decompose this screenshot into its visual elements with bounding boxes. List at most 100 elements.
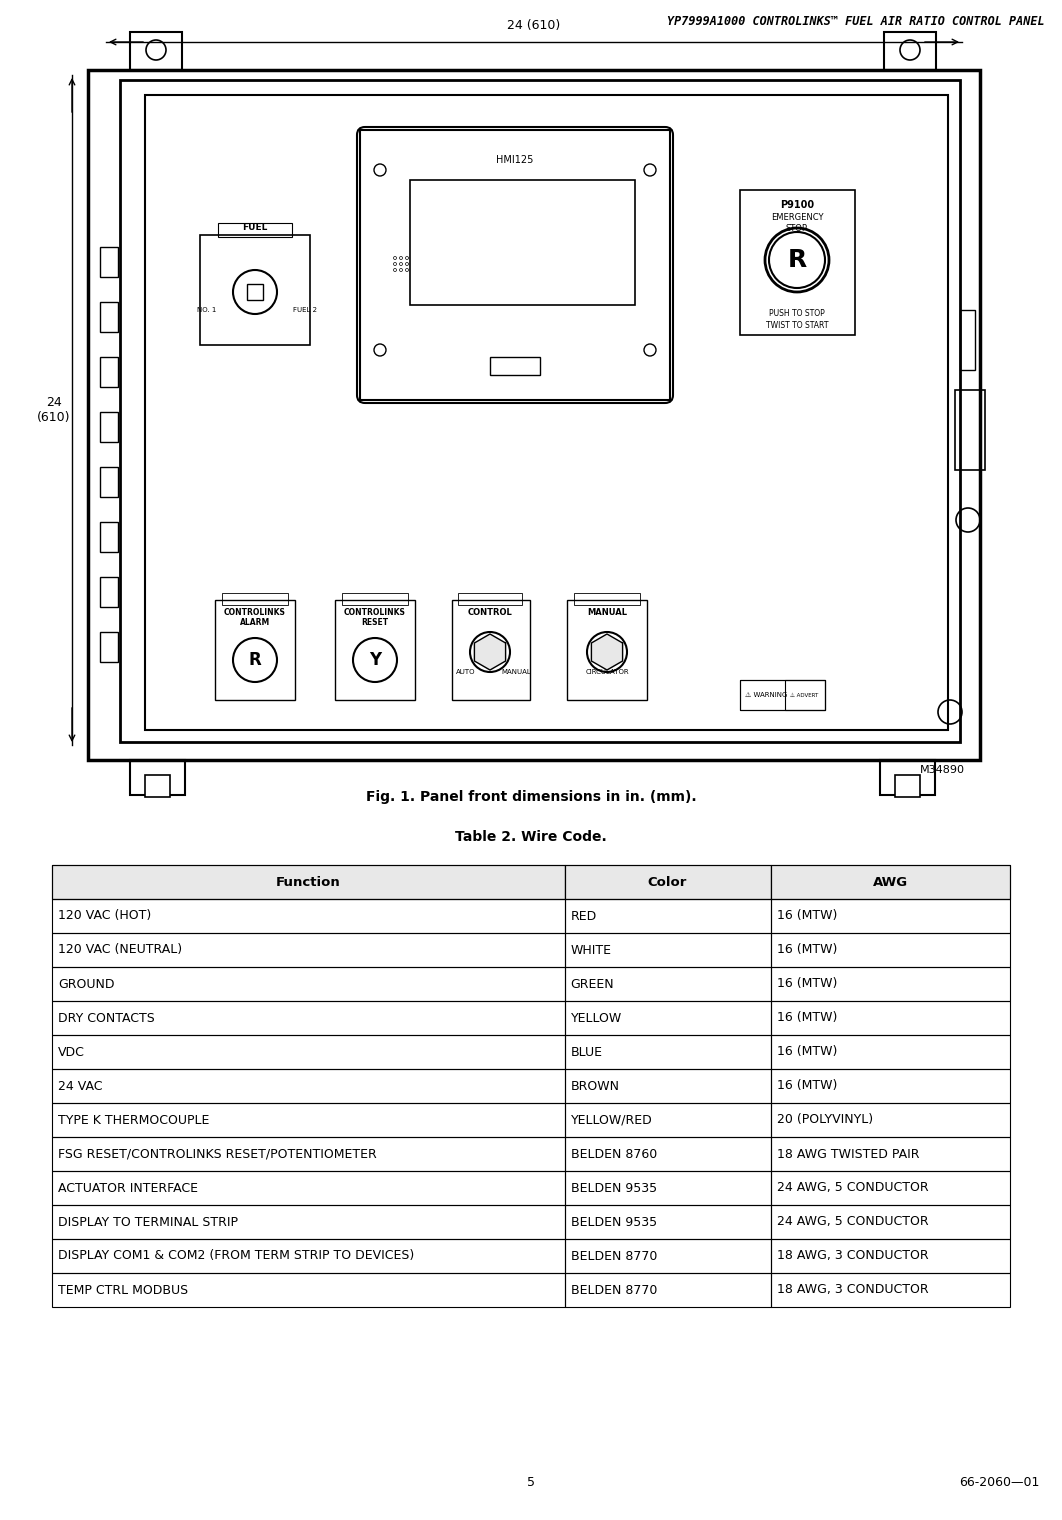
Bar bbox=[895, 775, 920, 796]
Text: MANUAL: MANUAL bbox=[501, 669, 531, 675]
Bar bbox=[52, 933, 565, 967]
Text: CONTROLINKS: CONTROLINKS bbox=[344, 608, 406, 617]
Bar bbox=[565, 1104, 771, 1137]
Bar bbox=[565, 1069, 771, 1104]
Bar bbox=[771, 898, 1010, 933]
Bar bbox=[771, 967, 1010, 1002]
Text: 16 (MTW): 16 (MTW) bbox=[776, 1011, 837, 1024]
Bar bbox=[565, 865, 771, 898]
Bar bbox=[145, 94, 948, 730]
Bar bbox=[565, 898, 771, 933]
Bar bbox=[100, 521, 118, 552]
Bar bbox=[771, 1069, 1010, 1104]
Text: 18 AWG, 3 CONDUCTOR: 18 AWG, 3 CONDUCTOR bbox=[776, 1249, 928, 1263]
Text: AWG: AWG bbox=[873, 876, 908, 889]
Bar bbox=[740, 190, 855, 334]
Bar bbox=[52, 1137, 565, 1170]
Text: RESET: RESET bbox=[361, 619, 389, 626]
Text: VDC: VDC bbox=[58, 1046, 85, 1058]
Bar bbox=[458, 593, 523, 605]
Bar bbox=[771, 1035, 1010, 1069]
Bar bbox=[52, 865, 565, 898]
Bar bbox=[52, 898, 565, 933]
Bar bbox=[360, 131, 670, 400]
Text: FSG RESET/CONTROLINKS RESET/POTENTIOMETER: FSG RESET/CONTROLINKS RESET/POTENTIOMETE… bbox=[58, 1148, 377, 1160]
Bar bbox=[771, 1137, 1010, 1170]
Text: 16 (MTW): 16 (MTW) bbox=[776, 977, 837, 991]
Text: TEMP CTRL MODBUS: TEMP CTRL MODBUS bbox=[58, 1283, 188, 1297]
Bar bbox=[567, 600, 647, 701]
Text: 16 (MTW): 16 (MTW) bbox=[776, 909, 837, 923]
Bar bbox=[120, 81, 960, 742]
Bar bbox=[52, 1239, 565, 1274]
Text: BELDEN 8760: BELDEN 8760 bbox=[570, 1148, 656, 1160]
Bar bbox=[100, 632, 118, 663]
Bar bbox=[52, 865, 565, 898]
Bar bbox=[771, 1205, 1010, 1239]
Text: 24 VAC: 24 VAC bbox=[58, 1079, 103, 1093]
Bar bbox=[490, 357, 539, 375]
Text: Color: Color bbox=[648, 876, 687, 889]
Bar bbox=[565, 1035, 771, 1069]
Text: Function: Function bbox=[276, 876, 341, 889]
Bar bbox=[565, 1205, 771, 1239]
Text: EMERGENCY: EMERGENCY bbox=[771, 213, 823, 222]
Bar bbox=[215, 600, 295, 701]
Text: R: R bbox=[787, 248, 807, 272]
Text: BELDEN 9535: BELDEN 9535 bbox=[570, 1216, 656, 1228]
Bar bbox=[200, 236, 310, 345]
Bar bbox=[247, 284, 263, 299]
Text: WHITE: WHITE bbox=[570, 944, 612, 956]
Bar bbox=[565, 1137, 771, 1170]
Bar bbox=[222, 593, 288, 605]
Polygon shape bbox=[475, 634, 506, 670]
Bar bbox=[100, 467, 118, 497]
Text: NO. 1: NO. 1 bbox=[198, 307, 217, 313]
Bar bbox=[565, 865, 771, 898]
Text: MANUAL: MANUAL bbox=[587, 608, 627, 617]
Bar bbox=[880, 760, 935, 795]
Text: YP7999A1000 CONTROLINKS™ FUEL AIR RATIO CONTROL PANEL: YP7999A1000 CONTROLINKS™ FUEL AIR RATIO … bbox=[667, 15, 1045, 27]
Bar bbox=[771, 1239, 1010, 1274]
Bar bbox=[771, 1170, 1010, 1205]
Text: GROUND: GROUND bbox=[58, 977, 115, 991]
Bar bbox=[52, 967, 565, 1002]
Text: ⚠ ADVERT: ⚠ ADVERT bbox=[790, 693, 818, 698]
Text: RED: RED bbox=[570, 909, 597, 923]
Bar bbox=[771, 933, 1010, 967]
Text: 18 AWG, 3 CONDUCTOR: 18 AWG, 3 CONDUCTOR bbox=[776, 1283, 928, 1297]
Text: P9100: P9100 bbox=[780, 201, 815, 210]
Text: CONTROL: CONTROL bbox=[467, 608, 512, 617]
Text: DISPLAY COM1 & COM2 (FROM TERM STRIP TO DEVICES): DISPLAY COM1 & COM2 (FROM TERM STRIP TO … bbox=[58, 1249, 414, 1263]
Bar bbox=[100, 246, 118, 277]
Bar bbox=[771, 865, 1010, 898]
Text: 20 (POLYVINYL): 20 (POLYVINYL) bbox=[776, 1114, 873, 1126]
Bar bbox=[565, 967, 771, 1002]
Bar bbox=[52, 1274, 565, 1307]
Bar bbox=[52, 1170, 565, 1205]
Bar bbox=[771, 1104, 1010, 1137]
Text: STOP: STOP bbox=[786, 223, 808, 233]
Text: BELDEN 8770: BELDEN 8770 bbox=[570, 1249, 657, 1263]
Text: BELDEN 8770: BELDEN 8770 bbox=[570, 1283, 657, 1297]
Bar bbox=[410, 179, 635, 306]
Text: BELDEN 9535: BELDEN 9535 bbox=[570, 1181, 656, 1195]
Text: 24 AWG, 5 CONDUCTOR: 24 AWG, 5 CONDUCTOR bbox=[776, 1181, 928, 1195]
Text: 16 (MTW): 16 (MTW) bbox=[776, 1046, 837, 1058]
Bar bbox=[955, 391, 984, 470]
Bar bbox=[565, 1239, 771, 1274]
Text: PUSH TO STOP: PUSH TO STOP bbox=[769, 309, 825, 318]
Bar bbox=[740, 679, 825, 710]
Text: BLUE: BLUE bbox=[570, 1046, 602, 1058]
Text: ⚠ WARNING: ⚠ WARNING bbox=[746, 692, 787, 698]
Text: 16 (MTW): 16 (MTW) bbox=[776, 1079, 837, 1093]
Bar bbox=[565, 1170, 771, 1205]
Bar bbox=[52, 1104, 565, 1137]
Bar bbox=[100, 578, 118, 606]
Bar bbox=[960, 310, 975, 369]
Text: 24 AWG, 5 CONDUCTOR: 24 AWG, 5 CONDUCTOR bbox=[776, 1216, 928, 1228]
Text: ACTUATOR INTERFACE: ACTUATOR INTERFACE bbox=[58, 1181, 198, 1195]
Bar bbox=[884, 32, 936, 70]
Text: FUEL: FUEL bbox=[242, 223, 268, 233]
Text: ALARM: ALARM bbox=[240, 619, 270, 626]
